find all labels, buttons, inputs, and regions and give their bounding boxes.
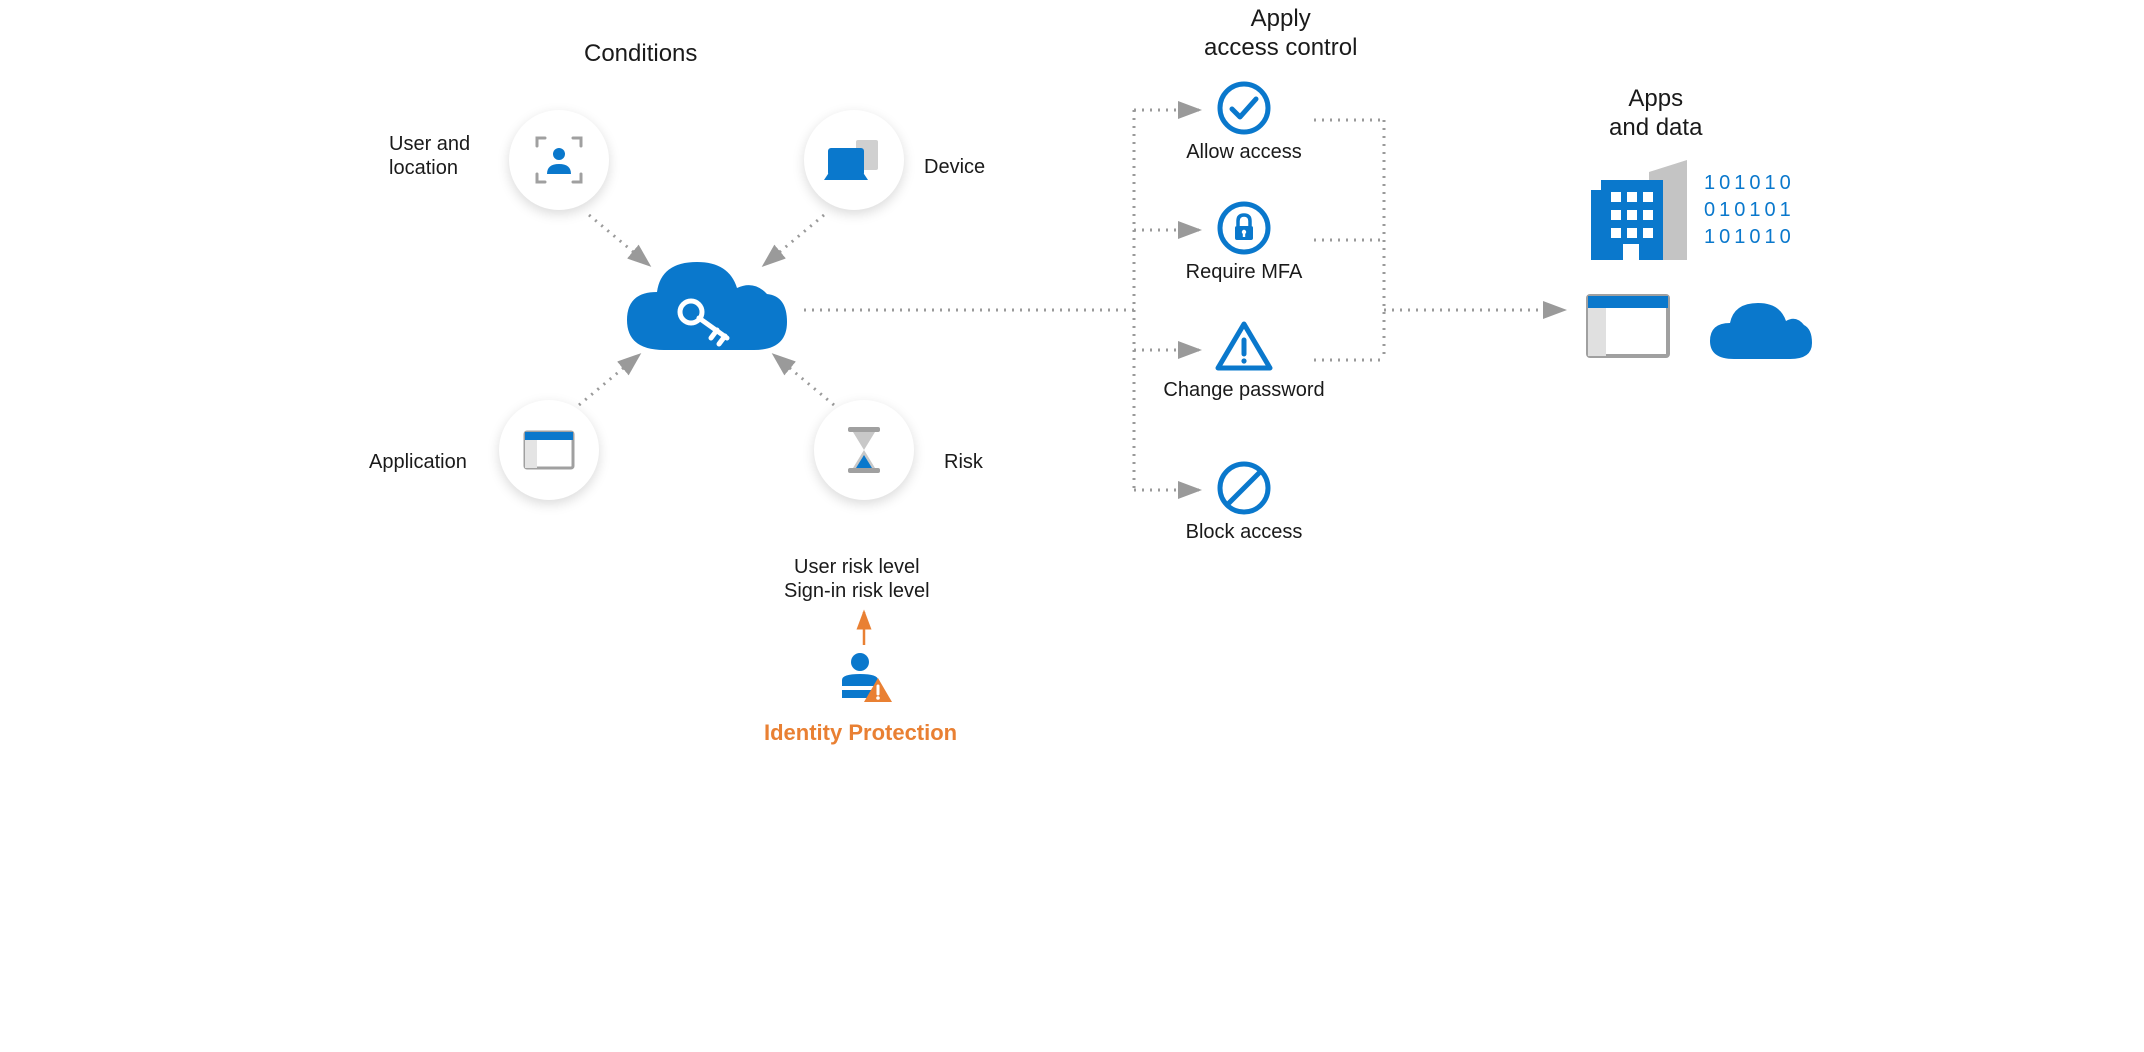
access-control-title: Apply access control — [1204, 5, 1357, 63]
hourglass-icon — [846, 425, 882, 475]
conditions-title: Conditions — [584, 40, 697, 69]
cloud-key-icon — [619, 250, 794, 365]
cloud-key-node — [619, 250, 794, 365]
application-node — [499, 400, 599, 500]
device-label: Device — [924, 155, 985, 179]
require-mfa-icon — [1216, 200, 1272, 256]
change-password-label: Change password — [1163, 378, 1324, 402]
building-icon — [1579, 160, 1699, 270]
binary-text: 101010 010101 101010 — [1704, 170, 1795, 251]
identity-protection-icon — [834, 650, 894, 706]
user-location-icon — [531, 132, 587, 188]
app-window-icon — [1584, 290, 1674, 362]
device-icon — [824, 138, 884, 182]
apps-data-title: Apps and data — [1609, 85, 1702, 143]
block-access-icon — [1216, 460, 1272, 516]
apps-data-title-line1: Apps — [1628, 85, 1683, 112]
risk-label: Risk — [944, 450, 983, 474]
allow-access-icon — [1216, 80, 1272, 136]
user-location-node — [509, 110, 609, 210]
identity-protection-label: Identity Protection — [764, 720, 957, 746]
block-access-label: Block access — [1186, 520, 1303, 544]
diagram-canvas: Conditions Apply access control Apps and… — [304, 0, 1840, 754]
user-location-label: User and location — [389, 132, 470, 180]
allow-access-label: Allow access — [1186, 140, 1302, 164]
device-node — [804, 110, 904, 210]
require-mfa-label: Require MFA — [1186, 260, 1303, 284]
change-password-icon — [1214, 320, 1274, 374]
risk-level-text: User risk level Sign-in risk level — [784, 555, 930, 603]
apps-data-title-line2: and data — [1609, 114, 1702, 141]
access-control-title-line1: Apply — [1251, 5, 1311, 32]
access-control-title-line2: access control — [1204, 34, 1357, 61]
small-cloud-icon — [1704, 295, 1814, 367]
risk-node — [814, 400, 914, 500]
apps-data-block — [1579, 160, 1699, 270]
application-icon — [521, 426, 577, 474]
application-label: Application — [369, 450, 467, 474]
